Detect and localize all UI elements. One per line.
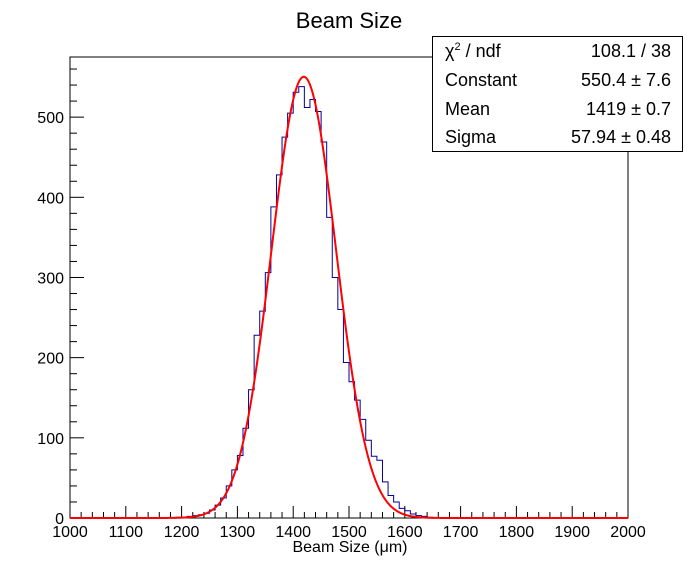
stat-row-constant: Constant 550.4 ± 7.6 <box>433 66 682 94</box>
sigma-label: Sigma <box>445 127 497 147</box>
sigma-value: 57.94 ± 0.48 <box>571 127 671 147</box>
y-tick-label: 300 <box>37 270 64 287</box>
chi2-value: 108.1 / 38 <box>590 41 671 61</box>
x-tick-label: 1200 <box>164 524 200 541</box>
mean-label: Mean <box>445 99 491 119</box>
constant-label: Constant <box>445 70 518 90</box>
x-axis-label: Beam Size (μm) <box>292 539 408 556</box>
y-tick-label: 200 <box>37 351 64 368</box>
x-tick-label: 1900 <box>554 524 590 541</box>
x-tick-label: 1700 <box>443 524 479 541</box>
gaussian-fit-line <box>70 75 628 519</box>
x-tick-label: 1800 <box>499 524 535 541</box>
x-tick-label: 1600 <box>387 524 423 541</box>
x-tick-label: 1500 <box>331 524 367 541</box>
x-tick-label: 1100 <box>109 524 144 541</box>
chi2-label: χ2 / ndf <box>445 41 501 61</box>
y-tick-label: 400 <box>37 190 64 207</box>
fit-stats-box: χ2 / ndf 108.1 / 38 Constant 550.4 ± 7.6… <box>432 36 683 152</box>
y-tick-label: 100 <box>37 431 64 448</box>
chart-title: Beam Size <box>295 8 403 33</box>
y-tick-label: 0 <box>55 511 64 528</box>
stat-row-sigma: Sigma 57.94 ± 0.48 <box>433 123 682 151</box>
x-tick-label: 1300 <box>220 524 256 541</box>
x-tick-label: 1000 <box>52 524 88 541</box>
x-tick-label: 2000 <box>610 524 646 541</box>
stat-row-chi2: χ2 / ndf 108.1 / 38 <box>433 37 682 65</box>
histogram-series <box>175 86 439 519</box>
y-tick-label: 500 <box>37 110 64 127</box>
constant-value: 550.4 ± 7.6 <box>581 70 671 90</box>
mean-value: 1419 ± 0.7 <box>586 99 671 119</box>
x-tick-label: 1400 <box>275 524 311 541</box>
stat-row-mean: Mean 1419 ± 0.7 <box>433 95 682 123</box>
